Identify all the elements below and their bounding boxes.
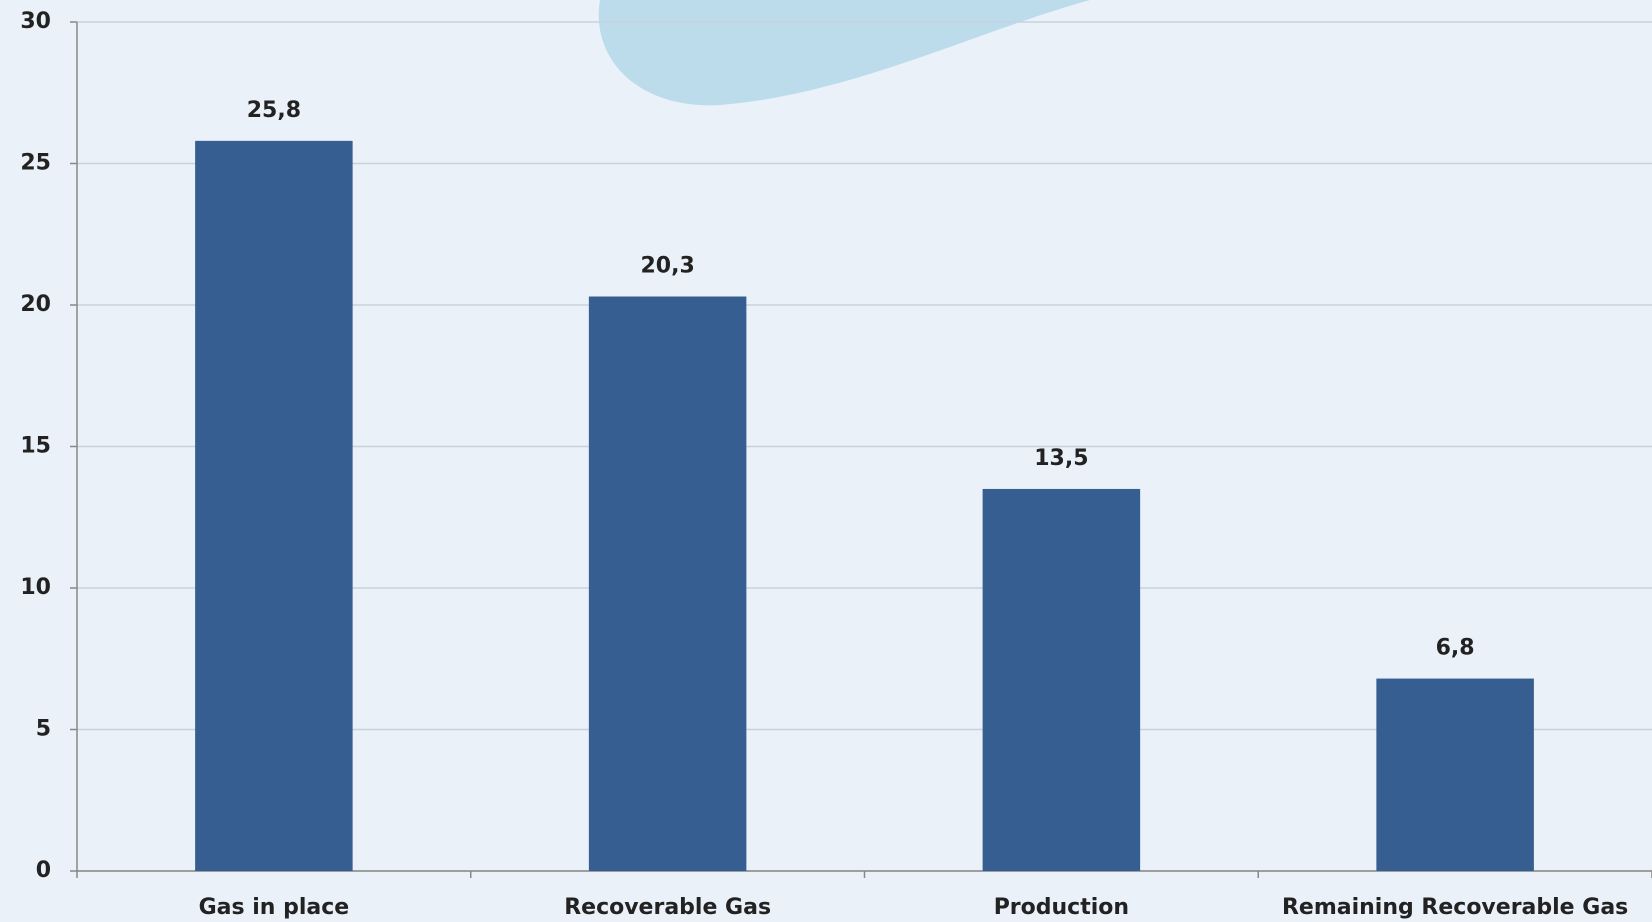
value-label: 25,8 — [247, 98, 301, 123]
bar — [982, 488, 1141, 871]
y-tick-label: 15 — [20, 434, 51, 459]
x-tick-label: Production — [994, 895, 1129, 920]
y-tick-label: 30 — [20, 9, 51, 34]
x-tick-label: Recoverable Gas — [564, 895, 771, 920]
y-tick-label: 20 — [20, 292, 51, 317]
y-tick-label: 0 — [36, 858, 51, 883]
value-label: 6,8 — [1436, 636, 1475, 661]
decoration — [598, 0, 1090, 106]
bar — [1376, 678, 1534, 871]
value-label: 13,5 — [1034, 446, 1088, 471]
value-label: 20,3 — [640, 254, 694, 279]
y-tick-label: 25 — [20, 151, 51, 176]
bar — [195, 140, 353, 872]
y-tick-label: 5 — [36, 717, 51, 742]
bar — [588, 296, 747, 871]
x-tick-label: Remaining Recoverable Gas — [1282, 895, 1628, 920]
y-tick-label: 10 — [20, 575, 51, 600]
x-tick-label: Gas in place — [199, 895, 350, 920]
